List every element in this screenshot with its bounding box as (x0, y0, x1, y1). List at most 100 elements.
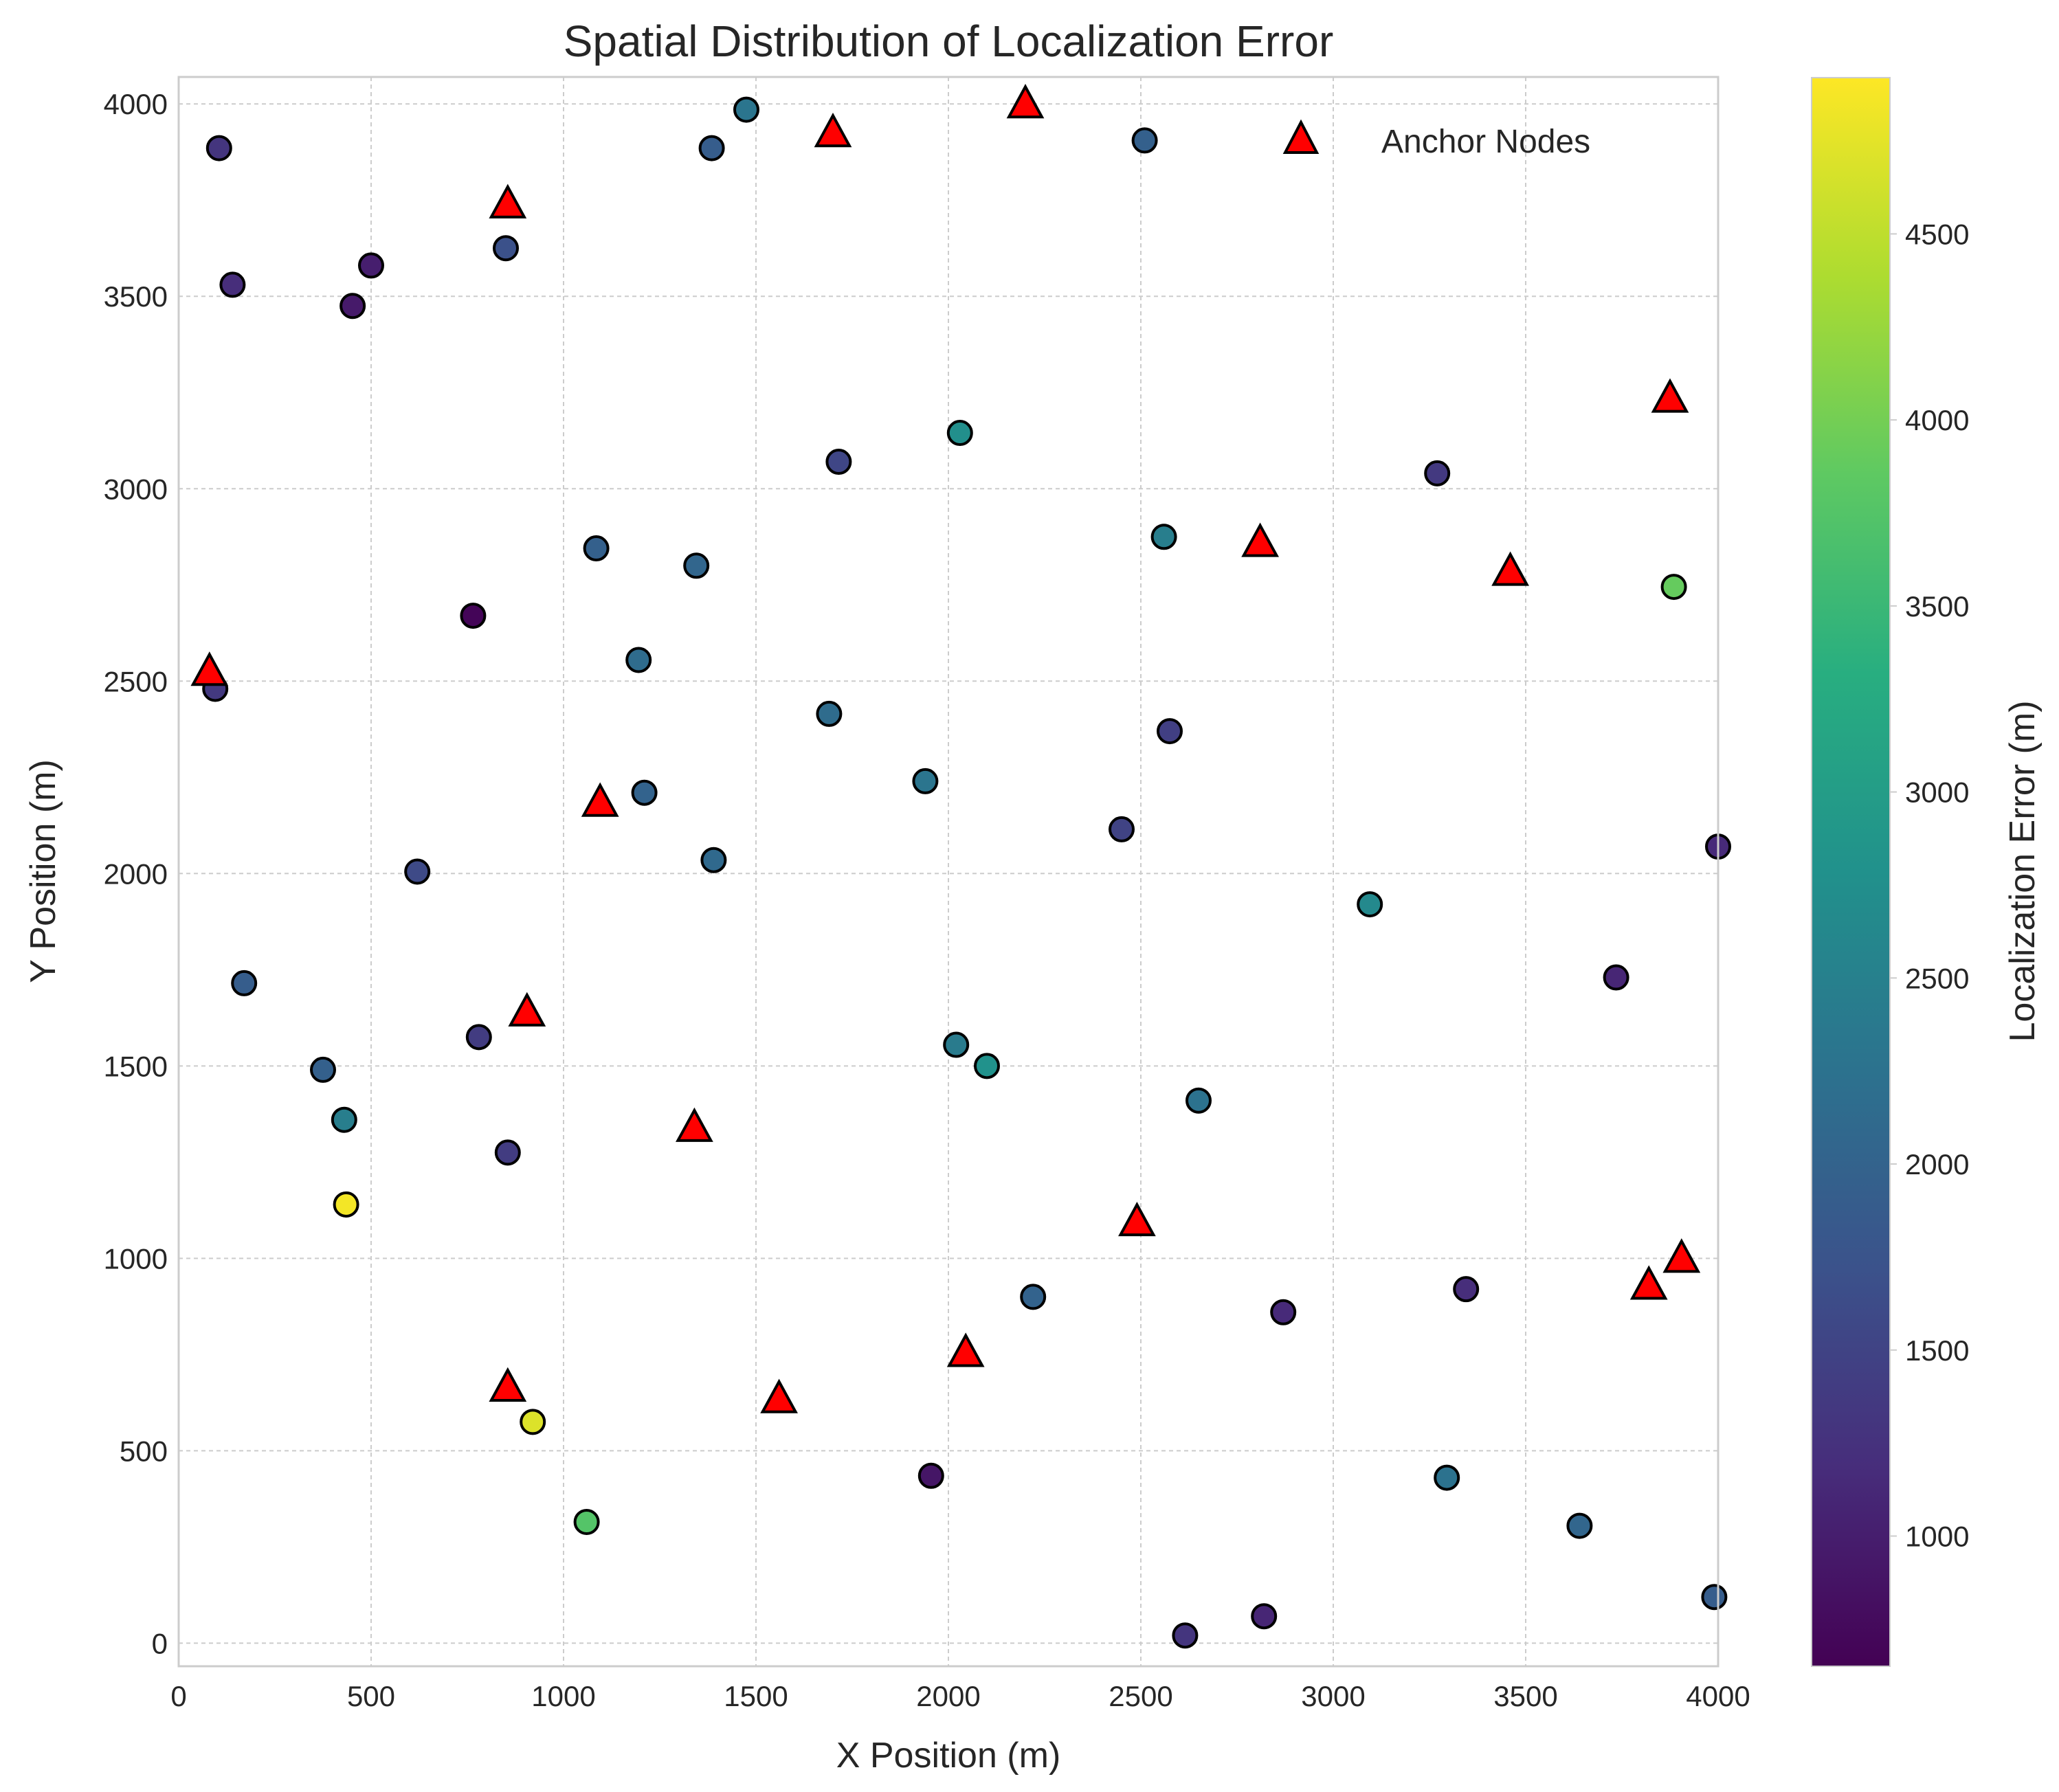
sensor-point (698, 135, 725, 161)
x-tick-label: 3000 (1301, 1680, 1365, 1712)
sensor-point (631, 779, 658, 806)
sensor-point (583, 535, 610, 562)
sensor-point (1603, 964, 1629, 991)
y-axis-label: Y Position (m) (23, 759, 63, 983)
legend: Anchor Nodes (1282, 119, 1590, 160)
sensor-point (340, 293, 366, 320)
sensor-point (683, 552, 710, 579)
y-tick-label: 3000 (104, 473, 168, 505)
sensor-point (1270, 1299, 1297, 1325)
sensor-point (974, 1053, 1000, 1079)
sensor-point (1172, 1622, 1199, 1649)
sensor-point (520, 1409, 546, 1435)
colorbar-label: Localization Error (m) (2003, 700, 2043, 1042)
x-tick-label: 4000 (1686, 1680, 1750, 1712)
sensor-point (333, 1191, 359, 1218)
sensor-point (573, 1508, 600, 1535)
y-tick-label: 4000 (104, 88, 168, 120)
anchor-point (1118, 1201, 1156, 1237)
colorbar-tick-label: 1000 (1905, 1520, 1969, 1552)
anchor-point (581, 782, 619, 817)
colorbar-tick-label: 4500 (1905, 218, 1969, 250)
colorbar-gradient (1811, 77, 1891, 1667)
x-tick-label: 0 (170, 1680, 186, 1712)
anchor-point (508, 992, 546, 1027)
x-tick-label: 1500 (724, 1680, 788, 1712)
x-tick-label: 2500 (1109, 1680, 1172, 1712)
sensor-point (917, 1462, 944, 1489)
anchor-point (1006, 84, 1045, 119)
sensor-point (1453, 1276, 1480, 1303)
sensor-point (494, 1139, 521, 1166)
anchor-point (814, 113, 852, 148)
sensor-point (1424, 460, 1451, 486)
colorbar-tick-label: 1500 (1905, 1334, 1969, 1367)
anchor-point (489, 1367, 527, 1402)
sensor-point (1020, 1284, 1047, 1310)
sensor-point (465, 1024, 492, 1051)
y-tick-label: 1500 (104, 1050, 168, 1082)
x-tick-label: 3500 (1493, 1680, 1557, 1712)
sensor-point (1150, 524, 1177, 550)
sensor-point (460, 603, 487, 629)
x-tick-label: 2000 (916, 1680, 980, 1712)
sensor-point (1131, 127, 1158, 154)
x-axis-label: X Position (m) (836, 1736, 1061, 1776)
plot-frame (177, 76, 1719, 1668)
sensor-point (331, 1106, 357, 1133)
chart-title: Spatial Distribution of Localization Err… (564, 16, 1334, 66)
sensor-point (1186, 1087, 1212, 1114)
y-tick-label: 500 (120, 1435, 168, 1467)
sensor-point (1157, 718, 1183, 745)
anchor-point (1241, 522, 1279, 557)
sensor-point (1434, 1464, 1460, 1491)
y-tick-label: 1000 (104, 1242, 168, 1275)
sensor-point (625, 647, 652, 673)
anchor-point (676, 1107, 713, 1142)
sensor-point (1251, 1603, 1278, 1630)
y-tick-label: 2500 (104, 665, 168, 697)
x-tick-label: 1000 (531, 1680, 595, 1712)
y-tick-label: 3500 (104, 280, 168, 313)
colorbar-ticks: 1000 1500 2000 2500 3000 3500 4000 4500 (1890, 218, 1969, 1552)
anchor-point (760, 1378, 798, 1413)
sensor-point (816, 700, 843, 727)
legend-anchor-marker (1282, 119, 1320, 154)
sensor-point (946, 420, 973, 447)
sensor-point (733, 96, 759, 123)
x-tick-label: 500 (347, 1680, 395, 1712)
sensor-point (1566, 1512, 1593, 1539)
sensor-point (205, 135, 232, 161)
sensor-point (700, 847, 727, 873)
anchor-point (489, 183, 527, 219)
anchor-point (1491, 551, 1529, 586)
legend-anchor-label: Anchor Nodes (1381, 124, 1590, 160)
anchor-point (1662, 1238, 1701, 1273)
colorbar-tick-label: 4000 (1905, 404, 1969, 436)
sensor-point (1660, 574, 1687, 601)
anchor-point (190, 651, 229, 686)
sensor-point (1357, 891, 1383, 918)
sensor-point (493, 235, 519, 262)
anchor-point (946, 1332, 985, 1367)
anchor-points (190, 84, 1701, 1413)
sensor-point (943, 1031, 970, 1058)
axis-ticks: 0 500 1000 1500 2000 2500 3000 3500 4000 0 500 1000… (104, 88, 1750, 1712)
sensor-point (310, 1056, 336, 1083)
sensor-point (1109, 816, 1135, 842)
sensor-points (202, 96, 1731, 1649)
sensor-point (825, 449, 852, 475)
colorbar-tick-label: 2500 (1905, 962, 1969, 994)
colorbar-tick-label: 3500 (1905, 590, 1969, 623)
colorbar: 1000 1500 2000 2500 3000 3500 4000 4500 Localiz… (1811, 77, 2043, 1667)
colorbar-tick-label: 2000 (1905, 1148, 1969, 1180)
sensor-point (358, 252, 384, 279)
anchor-point (1629, 1265, 1668, 1300)
anchor-point (1651, 378, 1689, 413)
sensor-point (219, 271, 246, 298)
sensor-point (404, 858, 431, 885)
colorbar-tick-label: 3000 (1905, 776, 1969, 809)
sensor-point (912, 768, 939, 794)
